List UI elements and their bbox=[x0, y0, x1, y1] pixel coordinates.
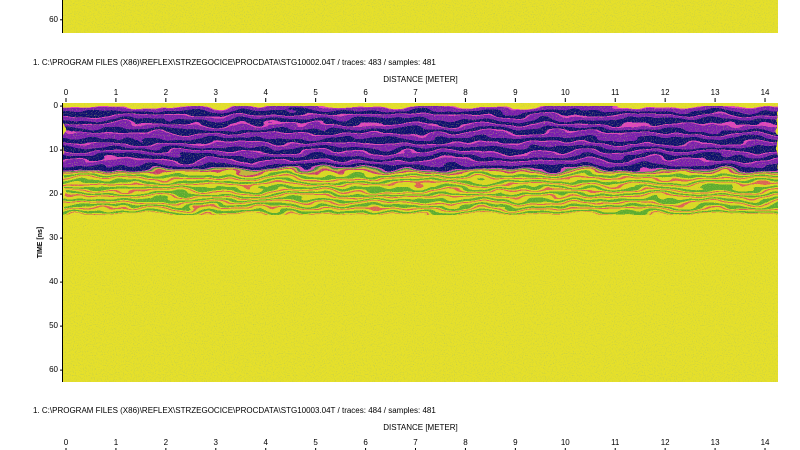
y-tick-label: 60 bbox=[49, 15, 58, 24]
x-tick-label: 1 bbox=[114, 438, 119, 447]
x-tick-label: 9 bbox=[513, 438, 518, 447]
x-tick-label: 6 bbox=[363, 88, 368, 97]
y-tick-label: 40 bbox=[49, 277, 58, 286]
panel-title: 1. C:\PROGRAM FILES (X86)\REFLEX\STRZEGO… bbox=[33, 58, 436, 67]
x-tick-label: 3 bbox=[214, 88, 219, 97]
x-tick-label: 2 bbox=[164, 438, 169, 447]
x-tick-label: 7 bbox=[413, 438, 418, 447]
panel-title: 1. C:\PROGRAM FILES (X86)\REFLEX\STRZEGO… bbox=[33, 406, 436, 415]
x-tick-label: 8 bbox=[463, 438, 468, 447]
x-tick-label: 5 bbox=[313, 88, 318, 97]
y-tick-label: 20 bbox=[49, 189, 58, 198]
radargram-grain bbox=[63, 0, 778, 33]
x-tick-label: 2 bbox=[164, 88, 169, 97]
radargram-panel: 1. C:\PROGRAM FILES (X86)\REFLEX\STRZEGO… bbox=[33, 58, 778, 382]
y-tick-label: 10 bbox=[49, 145, 58, 154]
x-tick-label: 9 bbox=[513, 88, 518, 97]
y-tick-label: 30 bbox=[49, 233, 58, 242]
x-tick-label: 10 bbox=[561, 88, 570, 97]
radargram-panel: 1. C:\PROGRAM FILES (X86)\REFLEX\STRZEGO… bbox=[33, 406, 770, 450]
x-tick-label: 4 bbox=[263, 438, 268, 447]
x-tick-label: 14 bbox=[761, 88, 770, 97]
x-tick-label: 0 bbox=[64, 88, 69, 97]
radargram-grain bbox=[63, 103, 778, 382]
x-tick-label: 12 bbox=[661, 88, 670, 97]
x-tick-label: 0 bbox=[64, 438, 69, 447]
x-tick-label: 14 bbox=[761, 438, 770, 447]
x-tick-label: 3 bbox=[214, 438, 219, 447]
x-tick-label: 10 bbox=[561, 438, 570, 447]
x-tick-label: 13 bbox=[711, 438, 720, 447]
x-tick-label: 4 bbox=[263, 88, 268, 97]
x-axis-label: DISTANCE [METER] bbox=[383, 423, 458, 432]
x-tick-label: 11 bbox=[611, 88, 620, 97]
radargram-panel: 60 bbox=[49, 0, 778, 33]
x-tick-label: 5 bbox=[313, 438, 318, 447]
y-tick-label: 0 bbox=[54, 101, 59, 110]
x-tick-label: 11 bbox=[611, 438, 620, 447]
y-tick-label: 60 bbox=[49, 365, 58, 374]
x-tick-label: 8 bbox=[463, 88, 468, 97]
radargram-layer: 601. C:\PROGRAM FILES (X86)\REFLEX\STRZE… bbox=[33, 0, 778, 450]
y-tick-label: 50 bbox=[49, 321, 58, 330]
x-tick-label: 6 bbox=[363, 438, 368, 447]
x-tick-label: 12 bbox=[661, 438, 670, 447]
x-tick-label: 1 bbox=[114, 88, 119, 97]
y-axis-label: TIME [ns] bbox=[37, 227, 44, 259]
x-tick-label: 7 bbox=[413, 88, 418, 97]
x-tick-label: 13 bbox=[711, 88, 720, 97]
x-axis-label: DISTANCE [METER] bbox=[383, 75, 458, 84]
